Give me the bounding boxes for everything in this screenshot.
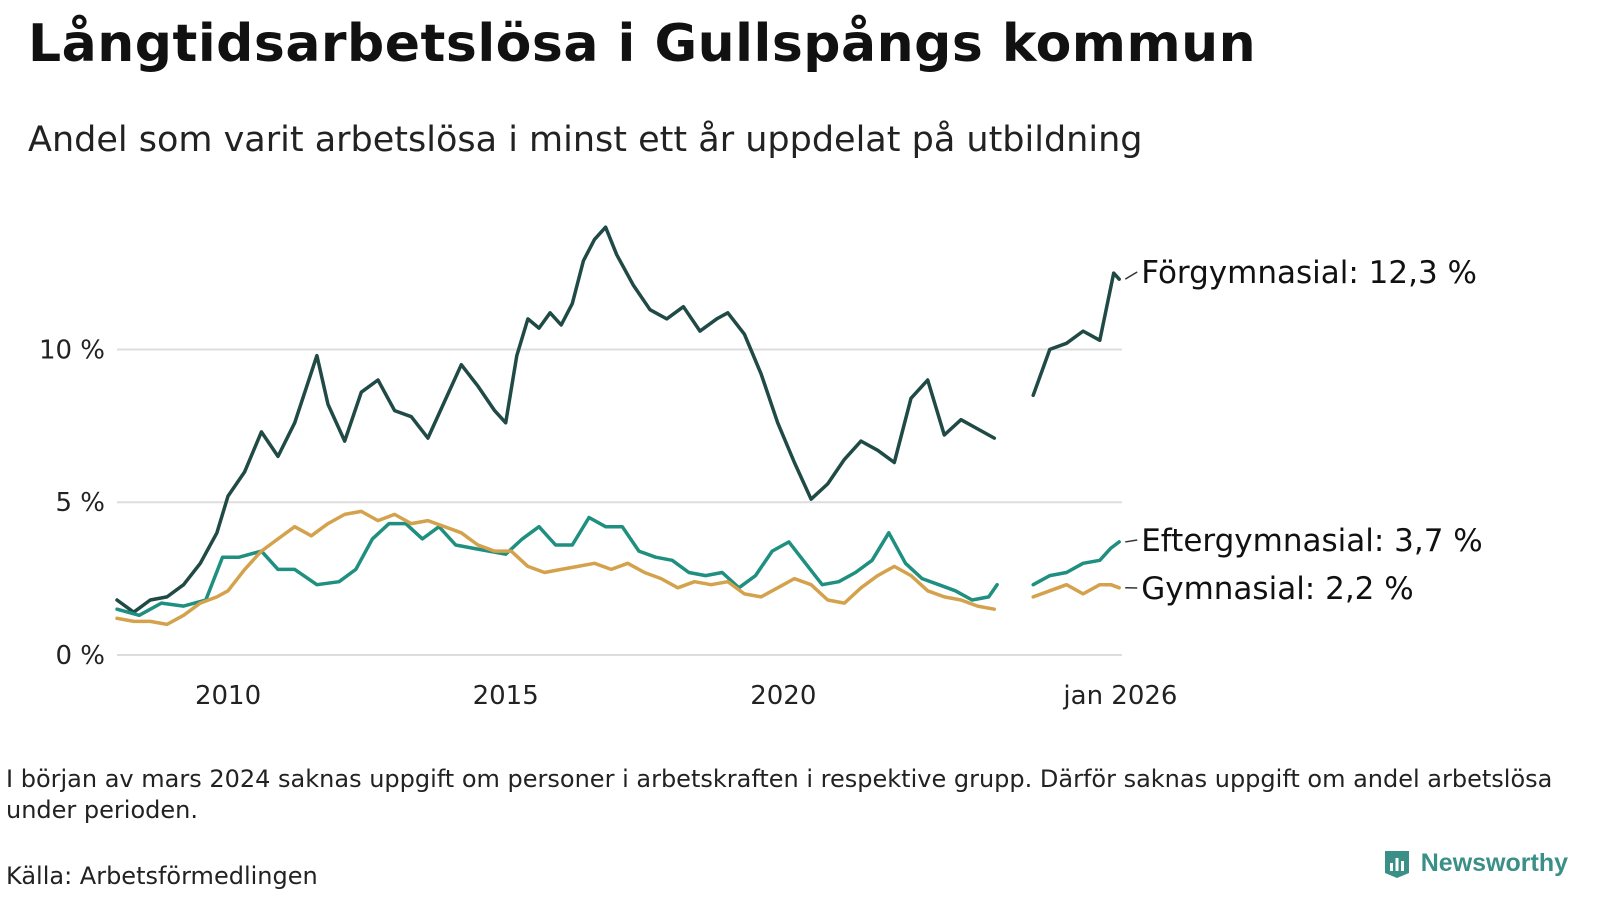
label-leader — [1124, 271, 1138, 280]
newsworthy-icon — [1384, 851, 1409, 878]
label-leader — [1125, 539, 1138, 543]
source-text: Källa: Arbetsförmedlingen — [6, 862, 318, 890]
line-chart: 0 % 5 % 10 % 2010 2015 2020 jan 2026 Förgymnasi… — [39, 225, 1483, 711]
y-tick-label: 0 % — [55, 641, 105, 671]
y-tick-label: 5 % — [55, 488, 105, 518]
x-tick-label: 2010 — [195, 681, 261, 711]
series-end-label: Gymnasial: 2,2 % — [1141, 571, 1414, 607]
series-line-gymnasial — [115, 509, 1121, 627]
series-end-label: Förgymnasial: 12,3 % — [1141, 255, 1477, 291]
x-tick-label: jan 2026 — [1062, 681, 1177, 711]
brand-name: Newsworthy — [1420, 848, 1568, 877]
series-line-förgymnasial — [115, 225, 1121, 614]
footnote: I början av mars 2024 saknas uppgift om … — [6, 765, 1553, 824]
series-end-label: Eftergymnasial: 3,7 % — [1141, 523, 1483, 559]
y-tick-label: 10 % — [39, 335, 105, 365]
x-tick-label: 2020 — [750, 681, 816, 711]
x-tick-label: 2015 — [473, 681, 539, 711]
newsworthy-logo[interactable]: Newsworthy — [1381, 847, 1568, 879]
chart-subtitle: Andel som varit arbetslösa i minst ett å… — [28, 120, 1143, 160]
chart-title: Långtidsarbetslösa i Gullspångs kommun — [28, 14, 1257, 74]
series-line-eftergymnasial — [115, 515, 1121, 618]
